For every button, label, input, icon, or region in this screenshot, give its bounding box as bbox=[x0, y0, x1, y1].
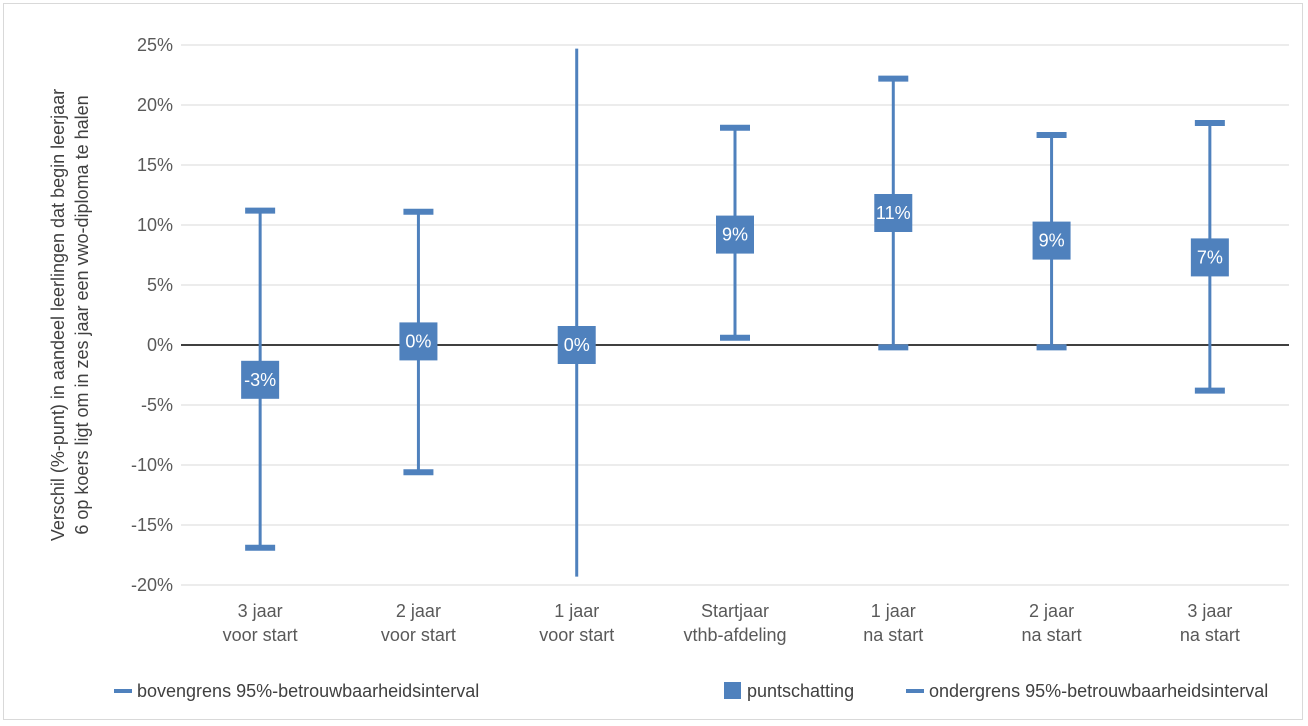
point-estimate-label: 0% bbox=[405, 331, 431, 351]
legend-label: bovengrens 95%-betrouwbaarheidsinterval bbox=[137, 681, 479, 701]
chart-frame: -20% -15% -10% -5% 0% 5% 10% 15% 20% 25% -3% 0% 0% 9… bbox=[3, 3, 1303, 720]
y-tick-label: -10% bbox=[131, 455, 173, 475]
x-tick-label: 2 jaar na start bbox=[1022, 601, 1082, 645]
point-estimate-marker bbox=[399, 322, 438, 361]
point-estimate-marker bbox=[874, 194, 913, 232]
error-bars bbox=[245, 48, 1225, 577]
x-axis-tick-labels: 3 jaar voor start 2 jaar voor start 1 jaar vo… bbox=[223, 601, 1240, 645]
x-tick-label: Startjaar vthb-afdeling bbox=[683, 601, 786, 645]
legend-label: ondergrens 95%-betrouwbaarheidsinterval bbox=[929, 681, 1268, 701]
point-estimate-marker bbox=[557, 326, 596, 364]
y-tick-label: -5% bbox=[141, 395, 173, 415]
point-estimate-label: 7% bbox=[1197, 247, 1223, 267]
point-estimate-label: -3% bbox=[244, 370, 276, 390]
x-tick-label: 1 jaar na start bbox=[863, 601, 923, 645]
y-tick-label: 25% bbox=[137, 35, 173, 55]
x-tick-label: 1 jaar voor start bbox=[539, 601, 614, 645]
y-tick-label: 20% bbox=[137, 95, 173, 115]
y-axis-label: Verschil (%-punt) in aandeel leerlingen … bbox=[48, 89, 92, 541]
y-tick-label: 5% bbox=[147, 275, 173, 295]
y-tick-label: -20% bbox=[131, 575, 173, 595]
errorbar-chart: -20% -15% -10% -5% 0% 5% 10% 15% 20% 25% -3% 0% 0% 9… bbox=[48, 35, 1289, 701]
legend-label: puntschatting bbox=[747, 681, 854, 701]
y-axis-tick-labels: -20% -15% -10% -5% 0% 5% 10% 15% 20% 25% bbox=[131, 35, 173, 595]
point-estimate-label: 9% bbox=[1039, 231, 1065, 251]
point-estimate-label: 11% bbox=[876, 203, 911, 223]
point-estimates: -3% 0% 0% 9% 11% 9% 7% bbox=[241, 194, 1229, 399]
point-estimate-marker bbox=[1190, 238, 1229, 277]
point-estimate-label: 0% bbox=[564, 335, 590, 355]
point-estimate-marker bbox=[1032, 221, 1071, 260]
point-estimate-label: 9% bbox=[722, 225, 748, 245]
x-tick-label: 2 jaar voor start bbox=[381, 601, 456, 645]
point-estimate-marker bbox=[241, 360, 280, 399]
legend: bovengrens 95%-betrouwbaarheidsinterval p… bbox=[114, 681, 1268, 701]
point-estimate-marker bbox=[716, 215, 754, 254]
y-tick-label: 0% bbox=[147, 335, 173, 355]
x-tick-label: 3 jaar voor start bbox=[223, 601, 298, 645]
y-tick-label: 10% bbox=[137, 215, 173, 235]
y-tick-label: 15% bbox=[137, 155, 173, 175]
x-tick-label: 3 jaar na start bbox=[1180, 601, 1240, 645]
legend-swatch bbox=[724, 682, 741, 699]
y-tick-label: -15% bbox=[131, 515, 173, 535]
